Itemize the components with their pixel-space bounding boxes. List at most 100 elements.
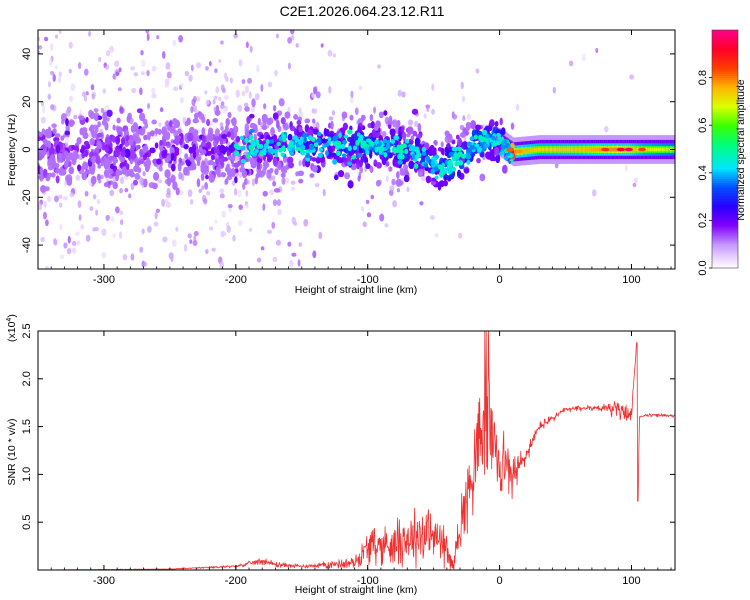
spectrogram-band-cell <box>597 147 600 152</box>
spectrogram-peak-cell <box>374 139 380 145</box>
spectrogram-cell <box>222 145 227 155</box>
spectrogram-speckle <box>423 113 427 119</box>
spectrogram-cell <box>489 152 495 162</box>
spectrogram-cell <box>255 172 260 179</box>
spectrogram-cell <box>396 171 400 179</box>
spectrogram-cell <box>494 121 499 127</box>
colorbar-tick-label: 0.6 <box>697 118 709 133</box>
spectrogram-speckle <box>295 43 299 48</box>
spectrogram-speckle <box>153 221 159 227</box>
spectrogram-cell <box>215 158 219 166</box>
spectrogram-speckle <box>196 62 202 69</box>
spectrogram-speckle <box>219 261 225 269</box>
spectrogram-speckle <box>218 59 222 64</box>
colorbar-swatch <box>712 85 738 88</box>
spectrogram-cell <box>66 177 73 186</box>
spectrogram-band-cell <box>665 147 668 152</box>
spectrogram-speckle <box>58 71 63 77</box>
spectrogram-speckle <box>403 163 409 171</box>
spectrogram-peak-cell <box>396 144 401 150</box>
spectrogram-speckle <box>47 93 52 100</box>
spectrogram-speckle <box>147 102 151 110</box>
spectrogram-speckle <box>290 180 296 185</box>
spectrogram-cell <box>284 111 291 119</box>
spectrogram-speckle <box>629 74 635 80</box>
spectrogram-cell <box>54 133 61 138</box>
spectrogram-speckle <box>98 56 102 63</box>
spectrogram-speckle <box>119 106 124 115</box>
spectrogram-speckle <box>272 256 278 263</box>
spectrogram-band-cell <box>659 147 662 152</box>
spectrogram-speckle <box>254 176 259 185</box>
spectrogram-cell <box>261 125 268 130</box>
spectrogram-cell <box>95 156 101 165</box>
spectrogram-speckle <box>401 91 406 98</box>
spectrogram-cell <box>90 155 97 164</box>
spectrogram-speckle <box>245 190 249 197</box>
spectrogram-peak-cell <box>383 151 388 158</box>
spectrogram-peak-cell <box>295 146 300 152</box>
spectrogram-cell <box>365 163 371 169</box>
spectrogram-peak-cell <box>240 158 247 164</box>
spectrogram-speckle <box>291 216 296 225</box>
spectrogram-cell <box>60 112 67 122</box>
spectrogram-speckle <box>420 174 426 182</box>
spectrogram-speckle <box>96 199 101 205</box>
spectrogram-band-cell <box>561 147 564 152</box>
spectrogram-cell <box>192 129 199 137</box>
spectrogram-peak-cell <box>481 129 488 136</box>
spectrogram-speckle <box>475 68 480 74</box>
spectrogram-speckle <box>115 206 120 214</box>
spectrogram-cell <box>177 163 182 172</box>
spectrogram-cell <box>251 98 256 108</box>
spectrogram-cell <box>142 145 149 153</box>
spectrogram-speckle <box>40 236 45 243</box>
spectrogram-speckle <box>66 247 72 255</box>
spectrogram-peak-cell <box>421 150 427 157</box>
spectrogram-peak-cell <box>364 146 369 152</box>
spectrogram-cell <box>94 115 99 122</box>
spectrogram-cell <box>81 172 88 180</box>
spectrogram-cell <box>390 128 396 137</box>
spectrogram-speckle <box>40 116 46 124</box>
spectrogram-band-cell <box>533 148 536 152</box>
spectrogram-speckle <box>272 199 278 206</box>
spectrogram-cell <box>444 146 449 153</box>
spectrogram-speckle <box>101 228 107 237</box>
spectrogram-speckle <box>254 93 260 101</box>
spectrogram-peak-cell <box>246 153 250 159</box>
spectrogram-cell <box>502 164 508 174</box>
spectrogram-speckle <box>140 71 145 76</box>
spectrogram-speckle <box>64 136 70 144</box>
spectrogram-cell <box>311 157 317 162</box>
spectrogram-cell <box>222 157 228 162</box>
spectrogram-cell <box>378 111 384 119</box>
colorbar-tick-label: 0.2 <box>697 213 709 228</box>
spectrogram-cell <box>112 156 117 167</box>
spectrogram-speckle <box>244 85 249 94</box>
colorbar-swatch <box>712 149 738 152</box>
spectrogram-cell <box>60 135 65 141</box>
spectrogram-cell <box>385 161 390 167</box>
spectrogram-cell <box>244 129 250 138</box>
spectrogram-cell <box>360 156 365 163</box>
spectrogram-cell <box>230 168 236 178</box>
spectrogram-speckle <box>318 231 323 240</box>
spectrogram-band-cell <box>547 147 549 152</box>
colorbar-swatch <box>712 152 738 156</box>
spectrogram-cell <box>120 137 126 146</box>
spectrogram-cell <box>154 128 159 135</box>
colorbar-ticks: 0.0 0.2 0.4 0.6 0.8 <box>697 70 712 276</box>
spectrogram-cell <box>408 160 415 170</box>
spectrogram-speckle <box>45 265 50 269</box>
spectrogram-cell <box>273 188 281 193</box>
spectrogram-speckle <box>431 108 435 115</box>
spectrogram-peak-cell <box>423 162 429 168</box>
spectrogram-cell <box>178 157 183 164</box>
spectrogram-speckle <box>124 187 129 193</box>
spectrogram-speckle <box>201 185 205 190</box>
spectrogram-cell <box>250 157 256 167</box>
spectrogram-cell <box>444 130 450 137</box>
spectrogram-cell <box>397 134 402 142</box>
spectrogram-speckle <box>200 173 205 181</box>
